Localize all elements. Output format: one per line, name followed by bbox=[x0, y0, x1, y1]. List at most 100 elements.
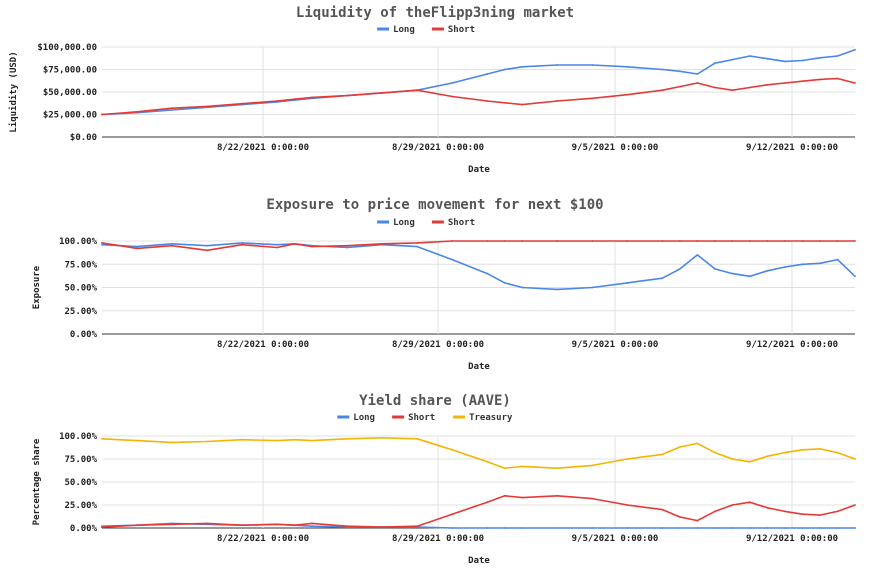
data-point-short bbox=[503, 101, 506, 104]
data-point-long bbox=[451, 82, 454, 84]
data-point-treasury bbox=[451, 448, 454, 451]
x-axis-title: Date bbox=[468, 556, 490, 566]
data-point-long bbox=[486, 272, 489, 275]
series-line-long bbox=[101, 48, 856, 116]
data-point-short bbox=[416, 242, 419, 244]
y-tick-label: $75,000.00 bbox=[43, 66, 97, 76]
data-point-treasury bbox=[784, 451, 786, 454]
data-point-long bbox=[801, 263, 804, 266]
data-point-long bbox=[591, 527, 594, 529]
data-point-short bbox=[381, 92, 384, 94]
data-point-long bbox=[819, 527, 821, 529]
data-point-short bbox=[854, 240, 856, 242]
data-point-treasury bbox=[766, 455, 769, 458]
data-point-treasury bbox=[836, 451, 839, 454]
x-axis-title: Date bbox=[468, 165, 490, 175]
data-point-short bbox=[661, 89, 664, 92]
y-tick-label: 50.00% bbox=[64, 284, 97, 294]
data-point-short bbox=[591, 240, 594, 242]
chart-title: Yield share (AAVE) bbox=[359, 393, 511, 409]
data-point-short bbox=[521, 496, 524, 499]
x-tick-label: 8/29/2021 0:00:00 bbox=[392, 340, 484, 350]
data-point-long bbox=[784, 266, 786, 268]
data-point-treasury bbox=[171, 441, 173, 444]
data-point-long bbox=[696, 254, 699, 256]
data-point-short bbox=[679, 240, 681, 242]
data-point-short bbox=[801, 80, 804, 83]
data-point-short bbox=[451, 240, 454, 242]
data-point-long bbox=[784, 527, 786, 529]
data-point-treasury bbox=[486, 460, 489, 463]
data-point-short bbox=[311, 522, 313, 525]
data-point-long bbox=[503, 68, 506, 71]
data-point-long bbox=[731, 272, 734, 275]
data-point-long bbox=[836, 527, 839, 529]
data-point-short bbox=[749, 240, 751, 242]
data-point-short bbox=[696, 82, 699, 84]
data-point-short bbox=[136, 110, 138, 113]
data-point-treasury bbox=[293, 438, 296, 441]
data-point-short bbox=[766, 506, 769, 509]
data-point-long bbox=[556, 64, 559, 66]
data-point-short bbox=[679, 516, 681, 518]
data-point-short bbox=[171, 523, 173, 526]
series-line-short bbox=[101, 77, 856, 116]
data-point-long bbox=[661, 68, 664, 71]
y-tick-label: 50.00% bbox=[64, 478, 97, 488]
data-point-short bbox=[293, 242, 296, 245]
data-point-long bbox=[696, 73, 699, 75]
data-point-long bbox=[521, 286, 524, 289]
data-point-short bbox=[679, 85, 681, 88]
x-tick-label: 9/5/2021 0:00:00 bbox=[572, 143, 659, 153]
series-line-short bbox=[101, 494, 856, 528]
chart-panel-3: Yield share (AAVE) Long Short Treasury 100.0… bbox=[32, 393, 856, 566]
data-point-treasury bbox=[854, 458, 856, 460]
data-point-treasury bbox=[731, 458, 734, 460]
data-point-treasury bbox=[381, 436, 384, 439]
legend-label-short: Short bbox=[448, 25, 475, 35]
y-tick-label: 25.00% bbox=[64, 307, 97, 317]
data-point-long bbox=[679, 527, 681, 529]
data-point-treasury bbox=[801, 448, 804, 451]
x-tick-label: 9/12/2021 0:00:00 bbox=[746, 340, 838, 350]
x-tick-label: 8/22/2021 0:00:00 bbox=[217, 143, 309, 153]
chart-title: Liquidity of theFlipp3ning market bbox=[296, 5, 574, 21]
data-point-short bbox=[206, 249, 209, 252]
data-point-short bbox=[784, 240, 786, 242]
data-point-short bbox=[503, 240, 506, 242]
x-tick-label: 8/29/2021 0:00:00 bbox=[392, 143, 484, 153]
y-axis-title: Percentage share bbox=[32, 438, 42, 525]
data-point-long bbox=[749, 527, 751, 529]
data-point-treasury bbox=[626, 458, 629, 460]
legend-label-short: Short bbox=[448, 218, 475, 228]
data-point-short bbox=[293, 524, 296, 527]
data-point-treasury bbox=[276, 439, 278, 442]
data-point-short bbox=[714, 240, 716, 242]
data-point-short bbox=[626, 93, 629, 96]
data-point-short bbox=[749, 86, 751, 89]
data-point-long bbox=[136, 245, 138, 248]
data-point-long bbox=[311, 525, 313, 528]
data-point-long bbox=[731, 58, 734, 61]
data-point-long bbox=[714, 62, 716, 65]
y-tick-label: 100.00% bbox=[59, 432, 98, 442]
data-point-short bbox=[696, 240, 699, 242]
data-point-long bbox=[696, 527, 699, 529]
data-point-short bbox=[381, 242, 384, 245]
chart-legend: Long Short Treasury bbox=[337, 413, 513, 423]
data-point-short bbox=[731, 504, 734, 506]
data-point-long bbox=[276, 243, 278, 246]
data-point-short bbox=[801, 240, 804, 242]
data-point-short bbox=[241, 102, 244, 105]
data-point-short bbox=[521, 103, 524, 106]
data-point-long bbox=[556, 527, 559, 529]
data-point-short bbox=[171, 107, 173, 110]
data-point-short bbox=[311, 245, 313, 248]
data-point-long bbox=[714, 268, 716, 270]
data-point-treasury bbox=[661, 453, 664, 456]
data-point-short bbox=[696, 519, 699, 522]
data-point-short bbox=[854, 82, 856, 84]
legend-label-treasury: Treasury bbox=[469, 413, 513, 423]
data-point-long bbox=[416, 245, 419, 248]
data-point-long bbox=[766, 269, 769, 272]
